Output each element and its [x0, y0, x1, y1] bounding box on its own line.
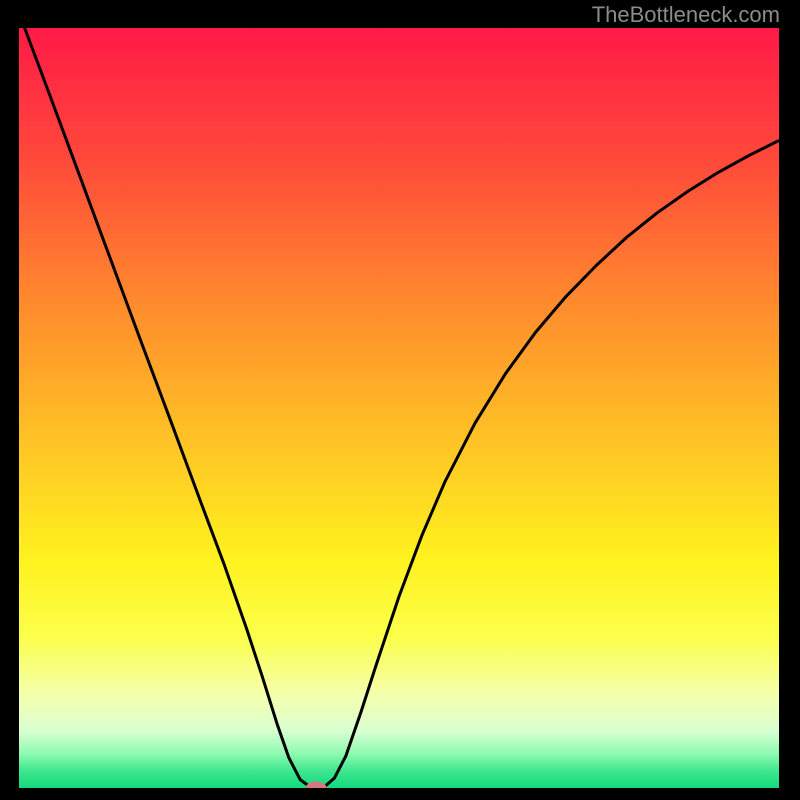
bottleneck-chart: [0, 0, 800, 800]
watermark-text: TheBottleneck.com: [592, 2, 780, 28]
chart-background: [19, 28, 779, 788]
chart-container: TheBottleneck.com: [0, 0, 800, 800]
